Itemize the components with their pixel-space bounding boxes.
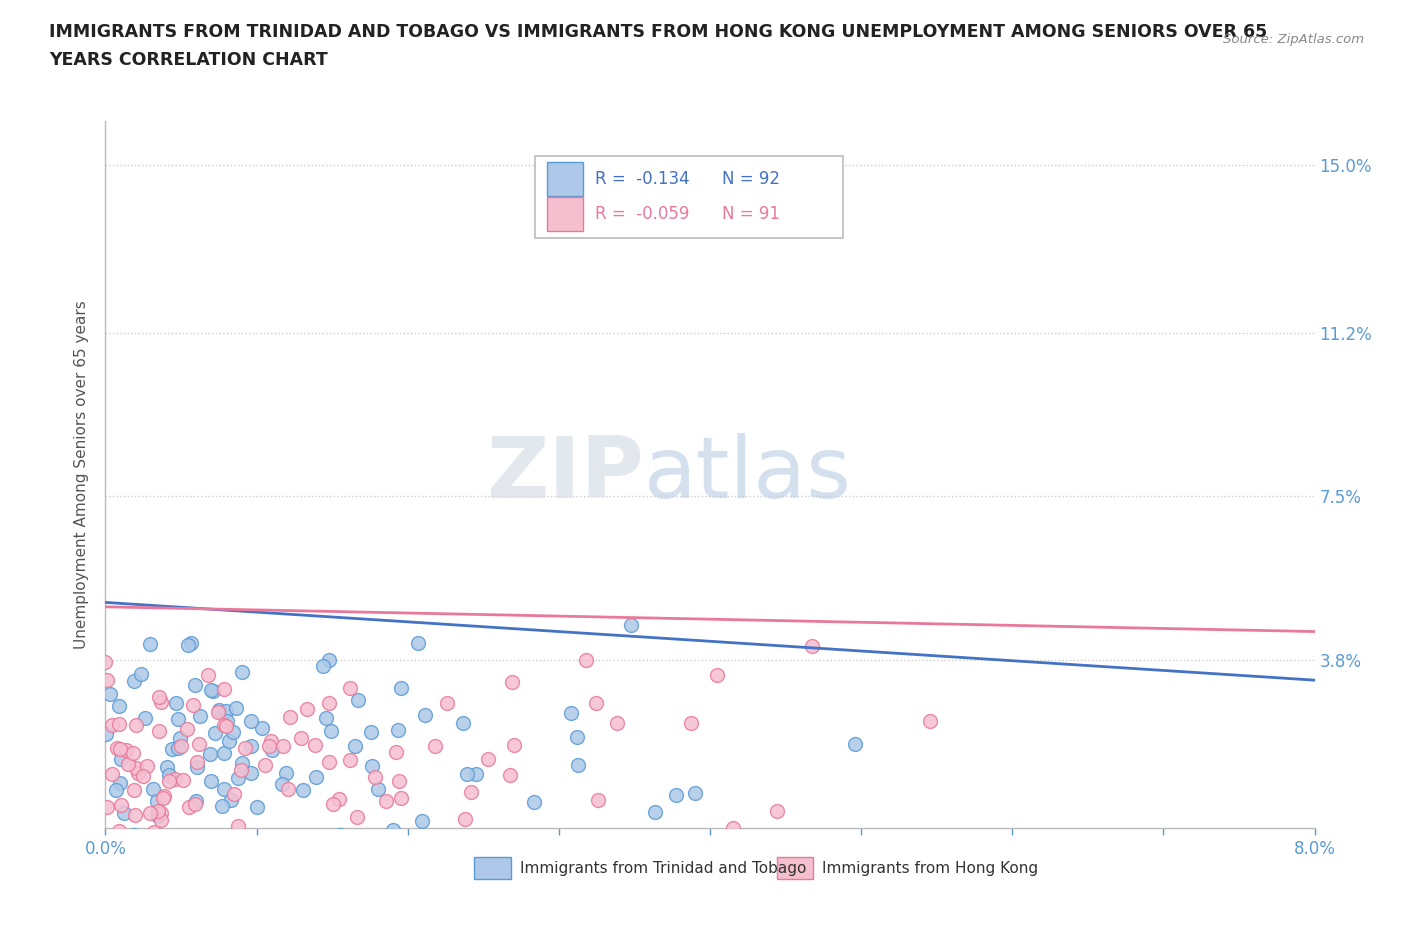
Text: N = 92: N = 92: [723, 169, 780, 188]
FancyBboxPatch shape: [474, 857, 510, 879]
Text: ZIP: ZIP: [486, 432, 644, 516]
Text: Immigrants from Trinidad and Tobago: Immigrants from Trinidad and Tobago: [520, 861, 807, 876]
Text: N = 91: N = 91: [723, 206, 780, 223]
Text: R =  -0.134: R = -0.134: [595, 169, 690, 188]
Text: YEARS CORRELATION CHART: YEARS CORRELATION CHART: [49, 51, 328, 69]
FancyBboxPatch shape: [534, 156, 844, 237]
Text: Immigrants from Hong Kong: Immigrants from Hong Kong: [823, 861, 1039, 876]
FancyBboxPatch shape: [547, 197, 583, 232]
Text: Source: ZipAtlas.com: Source: ZipAtlas.com: [1223, 33, 1364, 46]
FancyBboxPatch shape: [547, 162, 583, 195]
FancyBboxPatch shape: [776, 857, 813, 879]
Text: R =  -0.059: R = -0.059: [595, 206, 689, 223]
Text: atlas: atlas: [644, 432, 852, 516]
Y-axis label: Unemployment Among Seniors over 65 years: Unemployment Among Seniors over 65 years: [75, 300, 90, 649]
Text: IMMIGRANTS FROM TRINIDAD AND TOBAGO VS IMMIGRANTS FROM HONG KONG UNEMPLOYMENT AM: IMMIGRANTS FROM TRINIDAD AND TOBAGO VS I…: [49, 23, 1267, 41]
